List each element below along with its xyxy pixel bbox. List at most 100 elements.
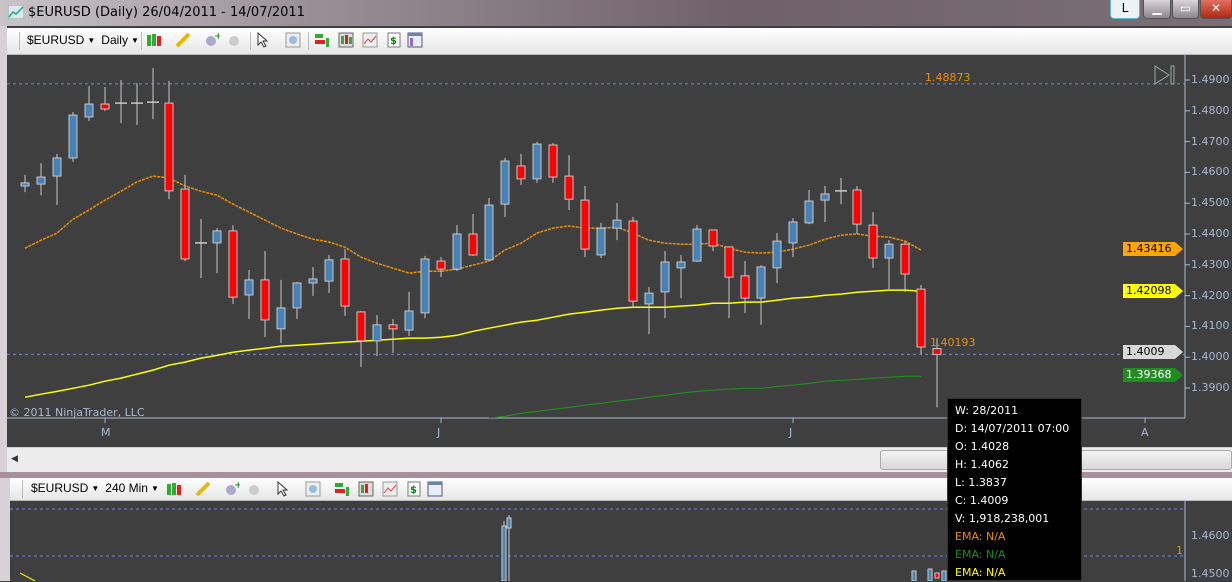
- indicators-icon[interactable]: [314, 32, 330, 48]
- zoom-in-icon[interactable]: +: [204, 32, 220, 48]
- candle-down: [180, 188, 190, 260]
- candle-up: [596, 227, 606, 256]
- pointer-cursor-icon[interactable]: [256, 32, 272, 48]
- ema-orange-line: [24, 175, 922, 274]
- lower-line-label: 1.40193: [930, 336, 976, 349]
- svg-text:+: +: [214, 32, 220, 42]
- candle-down: [340, 258, 350, 307]
- candle-up: [804, 200, 814, 224]
- lower-y-tick: 1.4500: [1191, 567, 1230, 580]
- minimize-button[interactable]: ▁: [1143, 0, 1171, 19]
- instrument-selector[interactable]: $EURUSD ▼: [31, 481, 99, 495]
- chart-toolbar: $EURUSD ▼ Daily ▼ + $: [7, 28, 1232, 55]
- candle-down: [564, 175, 574, 200]
- candle-down: [356, 311, 366, 342]
- period-selector[interactable]: Daily ▼: [101, 33, 139, 47]
- scroll-left-icon[interactable]: ◀: [11, 454, 18, 464]
- instrument-label: $EURUSD: [27, 33, 85, 47]
- tooltip-date: D: 14/07/2011 07:00: [955, 422, 1070, 435]
- zoom-out-icon[interactable]: [227, 32, 243, 48]
- candle-up: [644, 292, 654, 305]
- candle-down: [388, 324, 398, 330]
- candle-down: [628, 220, 638, 302]
- ema-green-price-marker: 1.39368: [1123, 368, 1183, 382]
- chevron-down-icon: ▼: [87, 35, 96, 45]
- candle-up: [884, 243, 894, 259]
- lower-pane-candle: [501, 525, 507, 581]
- y-tick-label: 1.4600: [1191, 165, 1230, 179]
- instrument-selector[interactable]: $EURUSD ▼: [27, 33, 95, 47]
- ema-green-line: [488, 375, 921, 418]
- svg-text:$: $: [390, 36, 397, 47]
- toolbar-selectors: $EURUSD ▼ Daily ▼: [27, 33, 139, 47]
- strategies-icon[interactable]: [338, 32, 354, 48]
- zoom-box-icon[interactable]: [285, 32, 301, 48]
- bar-style-icon[interactable]: [166, 481, 182, 497]
- candle-down: [436, 260, 446, 270]
- pencil-draw-icon[interactable]: [195, 481, 211, 497]
- candle-down: [852, 189, 862, 225]
- zoom-out-icon[interactable]: [247, 481, 263, 497]
- price-chart[interactable]: [0, 55, 1232, 447]
- tooltip-volume: V: 1,918,238,001: [955, 512, 1050, 525]
- candle-up: [676, 261, 686, 269]
- y-tick-label: 1.4000: [1191, 350, 1230, 364]
- upper-line-label: 1.48873: [925, 71, 971, 84]
- candle-down: [228, 230, 238, 298]
- indicators-icon[interactable]: [334, 481, 350, 497]
- window-divider: [0, 472, 1232, 478]
- close-button[interactable]: ✕: [1200, 0, 1232, 19]
- x-tick-label: J: [789, 426, 793, 439]
- svg-text:$: $: [410, 485, 417, 496]
- candle-up: [372, 324, 382, 342]
- data-box-icon[interactable]: [382, 481, 398, 497]
- candle-up: [788, 221, 798, 244]
- y-tick-label: 1.4100: [1191, 319, 1230, 333]
- scroll-to-end-icon[interactable]: [1153, 64, 1177, 86]
- chart-toolbar-2: $EURUSD ▼ 240 Min ▼ + $: [10, 478, 1232, 501]
- tooltip-ema-yellow: EMA: N/A: [955, 566, 1006, 579]
- data-box-icon[interactable]: [362, 32, 378, 48]
- pencil-draw-icon[interactable]: [175, 32, 191, 48]
- candle-up: [244, 279, 254, 296]
- properties-icon[interactable]: $: [386, 32, 402, 48]
- lower-pane-candle: [911, 570, 917, 581]
- bar-style-icon[interactable]: [146, 32, 162, 48]
- candle-up: [420, 258, 430, 314]
- chevron-down-icon: ▼: [130, 35, 139, 45]
- tooltip-high: H: 1.4062: [955, 458, 1009, 471]
- maximize-button[interactable]: ▭: [1172, 0, 1199, 19]
- candle-up: [612, 219, 622, 229]
- candle-up: [756, 266, 766, 299]
- candle-down: [900, 243, 910, 275]
- tooltip-open: O: 1.4028: [955, 440, 1010, 453]
- bar-info-tooltip: W: 28/2011 D: 14/07/2011 07:00 O: 1.4028…: [947, 398, 1082, 581]
- candle-down: [740, 275, 750, 299]
- tooltip-close: C: 1.4009: [955, 494, 1009, 507]
- candle-up: [772, 240, 782, 269]
- template-icon[interactable]: [427, 481, 443, 497]
- close-icon: ✕: [1210, 1, 1222, 15]
- ema-yellow-price-marker: 1.42098: [1123, 284, 1183, 298]
- lower-pane-candle: [927, 568, 933, 581]
- candle-up: [68, 114, 78, 159]
- period-label: 240 Min: [105, 481, 148, 495]
- properties-icon[interactable]: $: [406, 481, 422, 497]
- candle-down: [724, 246, 734, 278]
- strategies-icon[interactable]: [358, 481, 374, 497]
- template-icon[interactable]: [407, 32, 423, 48]
- pointer-cursor-icon[interactable]: [276, 481, 292, 497]
- lower-pane-candle: [941, 570, 947, 581]
- link-button[interactable]: L: [1110, 0, 1140, 19]
- lower-y-tick: 1.4600: [1191, 529, 1230, 542]
- window-frame: [0, 26, 7, 472]
- candle-up: [452, 233, 462, 270]
- period-selector[interactable]: 240 Min ▼: [105, 481, 159, 495]
- zoom-in-icon[interactable]: +: [224, 481, 240, 497]
- y-tick-label: 1.4300: [1191, 257, 1230, 271]
- candle-up: [532, 143, 542, 180]
- window-frame: [0, 478, 10, 581]
- candle-up: [820, 193, 830, 201]
- zoom-box-icon[interactable]: [305, 481, 321, 497]
- tooltip-ema-green: EMA: N/A: [955, 548, 1006, 561]
